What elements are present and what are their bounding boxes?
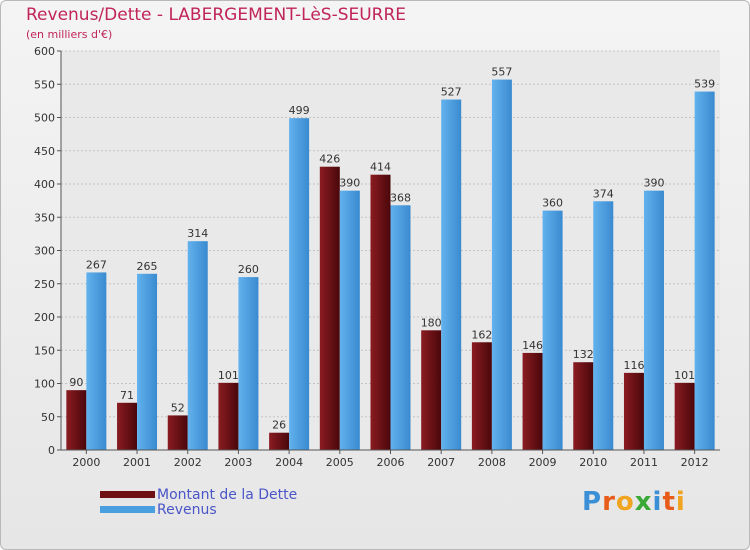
bar-dette — [269, 432, 290, 450]
bar-dette — [117, 402, 138, 450]
axes: 0 50 100 150 200 250 300 350 400 450 500 550 600 2000… — [34, 45, 720, 469]
bar-revenus — [137, 273, 158, 450]
y-tick-label: 0 — [48, 444, 55, 457]
x-tick-label: 2011 — [630, 456, 658, 469]
data-label-dette: 101 — [674, 369, 695, 382]
bar-dette — [623, 372, 644, 450]
bar-dette — [421, 330, 442, 450]
data-label-dette: 180 — [421, 316, 442, 329]
legend-label-dette: Montant de la Dette — [157, 486, 298, 503]
bar-revenus — [187, 241, 208, 450]
x-tick-label: 2000 — [72, 456, 100, 469]
bar-revenus — [694, 91, 715, 450]
bar-revenus — [238, 277, 259, 450]
bar-revenus — [491, 79, 512, 450]
bar-revenus — [593, 201, 614, 450]
x-tick-label: 2003 — [224, 456, 252, 469]
bar-dette — [218, 382, 239, 450]
data-label-dette: 426 — [319, 153, 340, 166]
y-tick-label: 600 — [34, 45, 55, 58]
bar-revenus — [441, 99, 462, 451]
bar-dette — [319, 166, 340, 450]
bar-chart: 90 267 71 265 52 314 101 260 26 499 426 390 414 368 18… — [34, 45, 720, 469]
y-tick-label: 250 — [34, 278, 55, 291]
legend-swatch-revenus — [100, 506, 155, 513]
x-tick-label: 2007 — [427, 456, 455, 469]
data-label-revenus: 265 — [137, 260, 158, 273]
bar-dette — [674, 382, 695, 450]
data-labels: 90 267 71 265 52 314 101 260 26 499 426 390 414 368 18… — [69, 66, 715, 432]
y-tick-label: 500 — [34, 112, 55, 125]
bar-revenus — [86, 272, 107, 450]
data-label-revenus: 390 — [643, 177, 664, 190]
bar-dette — [370, 174, 391, 450]
data-label-dette: 162 — [471, 328, 492, 341]
bar-dette — [573, 362, 594, 450]
data-label-revenus: 499 — [289, 104, 310, 117]
data-label-dette: 71 — [120, 389, 134, 402]
y-tick-label: 50 — [41, 411, 55, 424]
legend-item-dette: Montant de la Dette — [100, 486, 298, 503]
bar-dette — [66, 390, 87, 450]
x-tick-label: 2005 — [326, 456, 354, 469]
y-tick-label: 450 — [34, 145, 55, 158]
data-label-revenus: 557 — [491, 66, 512, 79]
data-label-revenus: 527 — [441, 86, 462, 99]
data-label-dette: 146 — [522, 339, 543, 352]
x-tick-label: 2004 — [275, 456, 303, 469]
y-tick-label: 200 — [34, 311, 55, 324]
x-tick-label: 2008 — [478, 456, 506, 469]
chart-subtitle: (en milliers d'€) — [26, 28, 113, 41]
bar-revenus — [390, 205, 411, 450]
legend-item-revenus: Revenus — [100, 501, 297, 518]
bars — [66, 79, 715, 451]
proxiti-logo: Proxiti — [582, 487, 686, 517]
bar-revenus — [289, 118, 310, 450]
bar-dette — [471, 342, 492, 450]
legend: Montant de la Dette Revenus — [100, 486, 298, 518]
bar-revenus — [542, 210, 563, 450]
bar-revenus — [643, 190, 664, 450]
chart-title: Revenus/Dette - LABERGEMENT-LèS-SEURRE — [26, 5, 407, 25]
x-tick-label: 2012 — [681, 456, 709, 469]
data-label-dette: 90 — [69, 376, 83, 389]
data-label-revenus: 390 — [339, 177, 360, 190]
legend-swatch-dette — [100, 491, 155, 498]
logo-letter: t — [662, 487, 676, 517]
y-tick-label: 300 — [34, 245, 55, 258]
data-label-revenus: 539 — [694, 78, 715, 91]
y-tick-label: 400 — [34, 178, 55, 191]
x-tick-label: 2002 — [174, 456, 202, 469]
bar-dette — [167, 415, 188, 450]
bar-dette — [522, 352, 543, 450]
data-label-revenus: 267 — [86, 258, 107, 271]
data-label-revenus: 360 — [542, 197, 563, 210]
logo-letter: o — [615, 487, 635, 517]
data-label-dette: 52 — [171, 401, 185, 414]
data-label-revenus: 260 — [238, 263, 259, 276]
data-label-dette: 132 — [573, 348, 594, 361]
logo-letter: i — [652, 487, 663, 517]
x-tick-label: 2001 — [123, 456, 151, 469]
data-label-revenus: 368 — [390, 191, 411, 204]
x-tick-label: 2010 — [579, 456, 607, 469]
data-label-revenus: 314 — [187, 227, 208, 240]
y-tick-label: 150 — [34, 344, 55, 357]
logo-letter: i — [675, 487, 686, 517]
data-label-dette: 414 — [370, 161, 391, 174]
y-tick-label: 350 — [34, 211, 55, 224]
legend-label-revenus: Revenus — [157, 501, 217, 518]
y-tick-label: 550 — [34, 78, 55, 91]
logo-letter: r — [602, 487, 616, 517]
logo-letter: x — [634, 487, 653, 517]
x-tick-label: 2009 — [529, 456, 557, 469]
logo-letter: P — [582, 487, 603, 517]
data-label-dette: 101 — [218, 369, 239, 382]
bar-revenus — [339, 190, 360, 450]
data-label-dette: 116 — [623, 359, 644, 372]
y-tick-label: 100 — [34, 378, 55, 391]
data-label-revenus: 374 — [593, 187, 614, 200]
data-label-dette: 26 — [272, 419, 286, 432]
x-tick-label: 2006 — [377, 456, 405, 469]
